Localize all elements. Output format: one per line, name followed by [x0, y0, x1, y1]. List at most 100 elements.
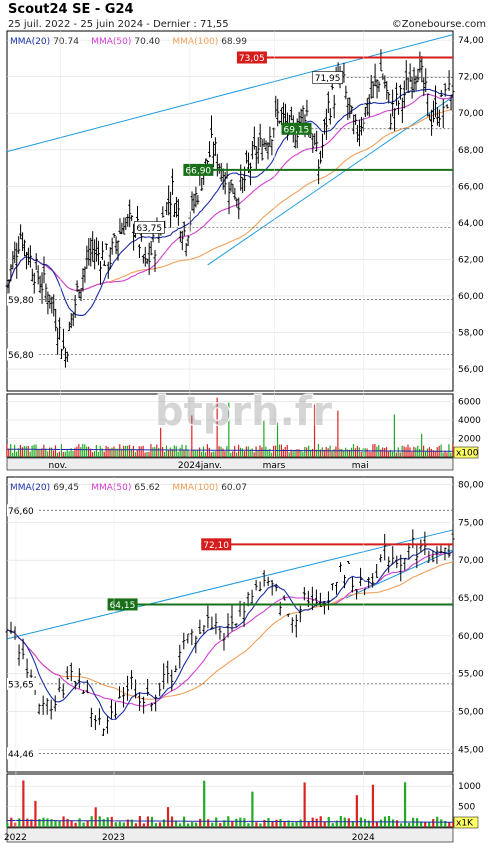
y-tick-label: 70,00	[458, 109, 484, 119]
volume-bar	[18, 818, 21, 827]
volume-bar	[399, 823, 403, 827]
volume-bar	[109, 448, 111, 457]
volume-bar	[82, 822, 85, 827]
volume-bar	[295, 821, 298, 827]
volume-bar	[174, 820, 178, 827]
volume-bar	[12, 452, 14, 457]
volume-bar	[333, 449, 335, 457]
volume-bar	[183, 450, 185, 457]
volume-bar	[37, 449, 39, 457]
y-tick-label: 64,00	[458, 219, 484, 229]
x-axis-band	[6, 457, 454, 471]
support-label: 66,90	[185, 166, 211, 176]
volume-bar	[86, 820, 89, 827]
volume-bar	[283, 821, 286, 827]
volume-bar	[166, 807, 170, 827]
volume-bar	[384, 447, 386, 457]
volume-bar	[363, 818, 367, 827]
volume-bar	[263, 420, 265, 457]
volume-bar	[117, 448, 119, 457]
volume-bar	[34, 800, 37, 827]
volume-bar	[199, 447, 201, 457]
volume-bar	[380, 449, 382, 457]
volume-bar	[45, 448, 47, 457]
legend-value: 65.62	[134, 483, 160, 493]
volume-bar	[152, 447, 154, 457]
volume-bar	[72, 451, 74, 457]
volume-bar	[436, 447, 438, 457]
volume-bar	[162, 447, 164, 457]
volume-bar	[409, 447, 411, 457]
volume-bar	[311, 817, 314, 827]
volume-bar	[291, 822, 294, 827]
volume-bar	[89, 448, 92, 457]
volume-bar	[94, 807, 97, 827]
volume-bar	[82, 444, 84, 457]
volume-bar	[239, 447, 242, 457]
volume-bar	[146, 451, 148, 457]
volume-bar	[195, 822, 198, 827]
volume-bar	[354, 448, 357, 457]
volume-bar	[347, 818, 350, 827]
volume-bar	[46, 818, 49, 827]
volume-bar	[8, 448, 10, 457]
volume-bar	[327, 448, 329, 457]
legend-label: MMA(50)	[91, 37, 131, 47]
volume-bar	[150, 816, 154, 827]
volume-bar	[86, 446, 88, 457]
volume-bar	[58, 820, 61, 827]
volume-bar	[50, 819, 53, 827]
volume-bar	[419, 448, 421, 457]
volume-unit-label: x100	[456, 449, 479, 459]
volume-bar	[191, 415, 193, 457]
volume-bar	[275, 819, 278, 827]
volume-bar	[146, 816, 150, 827]
volume-bar	[358, 447, 360, 457]
mma20-line	[6, 548, 454, 720]
volume-bar	[222, 448, 224, 457]
x-tick-label: 2022	[4, 833, 27, 843]
volume-bar	[105, 445, 107, 457]
volume-bar	[271, 821, 274, 827]
volume-bar	[331, 451, 333, 457]
volume-bar	[311, 448, 314, 457]
volume-bar	[292, 450, 294, 457]
volume-bar	[64, 451, 66, 457]
volume-bar	[25, 446, 27, 457]
volume-bar	[362, 448, 364, 457]
volume-bar	[218, 446, 220, 457]
volume-bar	[448, 444, 450, 457]
volume-bar	[434, 450, 436, 457]
level-label: 56,80	[8, 351, 34, 361]
volume-bar	[62, 816, 65, 827]
volume-bar	[126, 445, 129, 457]
volume-bar	[66, 450, 68, 457]
volume-bar	[22, 780, 25, 827]
resistance-label-box	[201, 538, 232, 551]
chart-subtitle: 25 juil. 2022 - 25 juin 2024 - Dernier :…	[8, 19, 229, 30]
level-label-box	[7, 348, 38, 361]
volume-bar	[150, 444, 152, 457]
volume-bar	[52, 450, 55, 457]
volume-bar	[232, 451, 234, 457]
volume-bar	[142, 445, 144, 457]
volume-bar	[255, 822, 258, 827]
volume-bar	[247, 446, 249, 457]
price-panel-frame	[6, 30, 454, 392]
volume-bar	[207, 819, 210, 827]
volume-bar	[43, 444, 45, 457]
volume-bar	[70, 820, 73, 827]
volume-bar	[123, 445, 125, 457]
volume-bar	[125, 445, 127, 457]
legend-label: MMA(20)	[10, 37, 50, 47]
volume-bar	[195, 450, 197, 457]
legend-value: 70.74	[53, 37, 79, 47]
volume-bar	[432, 450, 434, 457]
volume-bar	[210, 452, 212, 457]
volume-bar	[220, 446, 222, 457]
volume-bar	[399, 452, 401, 457]
volume-bar	[175, 445, 177, 457]
watermark: btprh.fr	[155, 389, 332, 435]
volume-bar	[211, 822, 214, 827]
volume-bar	[91, 452, 94, 457]
